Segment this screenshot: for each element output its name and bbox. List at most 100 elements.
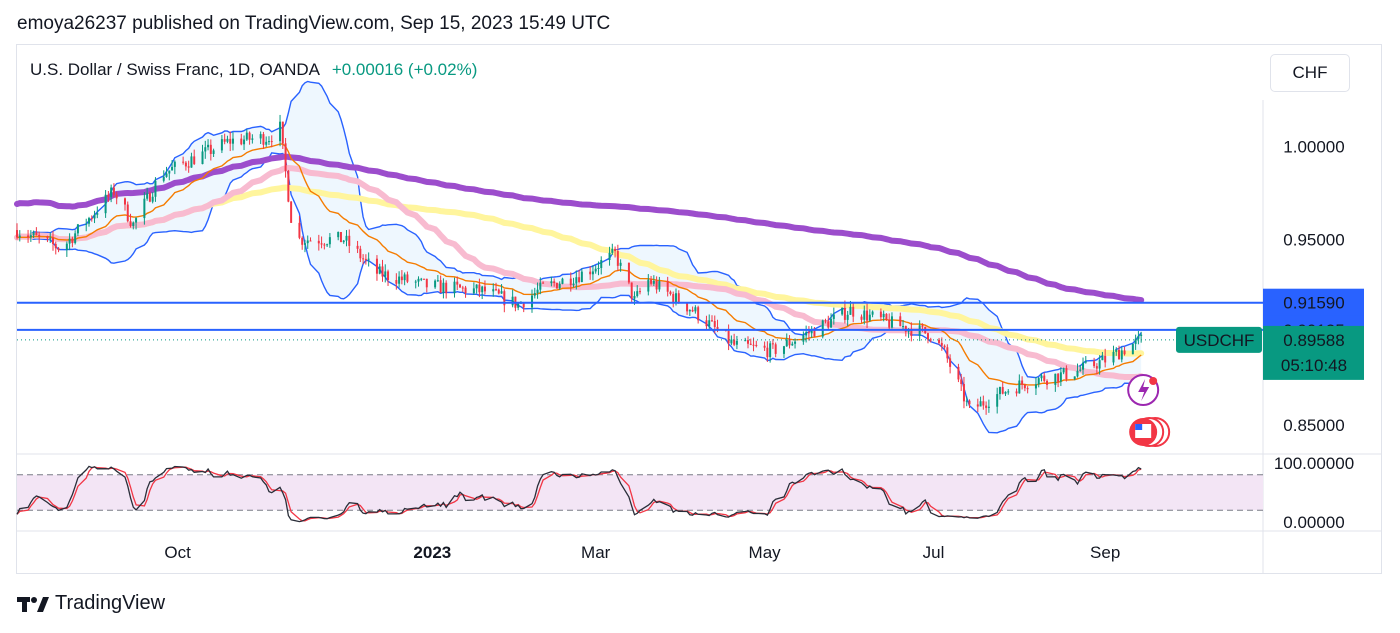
candle-body — [633, 296, 636, 299]
candle-body — [985, 405, 988, 408]
candle-body — [531, 295, 534, 308]
candle-body — [243, 139, 246, 145]
candle-body — [976, 404, 979, 407]
candle-body — [666, 281, 669, 292]
candle-body — [926, 333, 929, 340]
candle-body — [18, 235, 21, 238]
candle-body — [957, 366, 960, 380]
candle-body — [755, 344, 758, 346]
symbol-legend[interactable]: U.S. Dollar / Swiss Franc, 1D, OANDA +0.… — [30, 60, 477, 80]
x-tick-label: May — [749, 543, 782, 562]
candle-body — [1034, 384, 1037, 389]
candle-body — [143, 198, 146, 219]
currency-button[interactable]: CHF — [1270, 54, 1350, 92]
candle-body — [791, 343, 794, 346]
candle-body — [871, 311, 874, 315]
countdown-label: 05:10:48 — [1281, 356, 1347, 375]
candle-body — [611, 248, 614, 253]
x-tick-label: Oct — [164, 543, 191, 562]
candle-body — [461, 287, 464, 289]
candle-body — [207, 144, 210, 148]
symbol-tag-label: USDCHF — [1184, 331, 1255, 350]
candle-body — [154, 180, 157, 197]
candle-body — [677, 293, 680, 303]
candle-body — [398, 276, 401, 284]
candle-body — [694, 307, 697, 312]
candle-body — [1101, 355, 1104, 361]
candle-body — [1015, 391, 1018, 394]
bollinger-lower — [16, 152, 1142, 434]
candle-body — [968, 400, 971, 405]
candle-body — [860, 316, 863, 320]
candle-body — [93, 214, 96, 219]
candle-body — [1112, 351, 1115, 363]
candle-body — [483, 286, 486, 292]
candle-body — [367, 258, 370, 260]
candle-body — [1082, 362, 1085, 370]
candle-body — [902, 326, 905, 328]
candle-body — [691, 309, 694, 312]
candle-body — [710, 320, 713, 322]
candle-body — [281, 121, 284, 144]
candle-body — [456, 281, 459, 285]
stoch-y-tick-label: 0.00000 — [1283, 513, 1344, 532]
candle-body — [359, 248, 362, 259]
candle-body — [1115, 349, 1118, 352]
candle-body — [284, 143, 287, 171]
candle-body — [888, 319, 891, 328]
candle-body — [193, 156, 196, 165]
candle-body — [151, 196, 154, 202]
candle-body — [406, 274, 409, 282]
candle-body — [220, 139, 223, 151]
candle-body — [328, 237, 331, 245]
price-change: +0.00016 (+0.02%) — [331, 60, 478, 79]
candle-body — [630, 282, 633, 299]
candle-body — [497, 289, 500, 294]
candle-body — [749, 343, 752, 345]
candle-body — [727, 330, 730, 344]
candle-body — [1093, 361, 1096, 367]
candle-body — [434, 280, 437, 288]
candle-body — [910, 329, 913, 337]
candle-body — [650, 279, 653, 284]
candle-body — [110, 187, 113, 197]
candle-body — [1037, 378, 1040, 385]
candle-body — [1043, 375, 1046, 381]
candle-body — [600, 260, 603, 269]
candle-body — [495, 289, 498, 291]
candle-body — [708, 320, 711, 327]
candle-body — [639, 291, 641, 293]
candle-body — [652, 280, 655, 284]
candle-body — [943, 345, 946, 348]
candle-body — [810, 329, 813, 334]
candle-body — [1001, 387, 1004, 394]
candle-body — [96, 213, 99, 215]
candle-body — [982, 401, 985, 406]
candle-body — [226, 138, 229, 142]
candle-body — [580, 271, 583, 283]
candle-body — [594, 268, 597, 272]
candle-body — [766, 347, 769, 358]
candle-body — [126, 204, 129, 222]
candle-body — [395, 280, 398, 284]
candle-body — [813, 329, 816, 337]
candle-body — [1084, 361, 1087, 363]
candle-body — [647, 279, 650, 292]
hline-price-label: 0.91590 — [1283, 294, 1344, 313]
candle-body — [802, 335, 805, 342]
candle-body — [578, 277, 581, 283]
candle-body — [1118, 349, 1121, 360]
y-tick-label: 0.95000 — [1283, 230, 1344, 249]
candle-body — [323, 244, 326, 246]
candle-body — [500, 291, 503, 294]
candle-body — [1120, 350, 1123, 360]
candle-body — [182, 161, 185, 163]
candle-body — [866, 310, 869, 321]
candle-body — [417, 278, 420, 282]
candle-body — [54, 243, 57, 249]
candle-body — [771, 343, 774, 345]
candle-body — [229, 138, 232, 144]
candle-body — [184, 162, 187, 167]
candle-body — [674, 293, 677, 303]
